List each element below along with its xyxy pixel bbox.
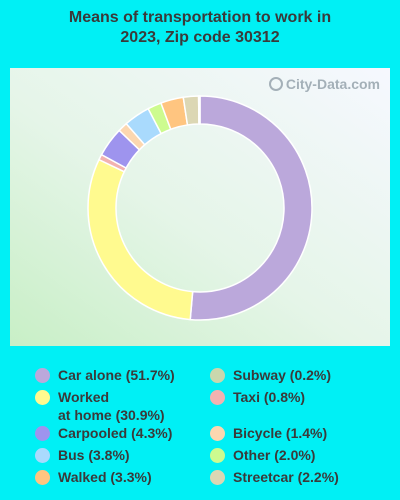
- legend-label: Bus (3.8%): [58, 447, 130, 463]
- legend-label: Car alone (51.7%): [58, 367, 175, 383]
- legend-item: Other (2.0%): [210, 446, 315, 464]
- legend-item: Worked at home (30.9%): [35, 388, 165, 424]
- watermark-text: City-Data.com: [285, 76, 380, 92]
- legend-item: Subway (0.2%): [210, 366, 331, 384]
- legend-item: Bicycle (1.4%): [210, 424, 327, 442]
- legend-swatch: [35, 368, 50, 383]
- legend-item: Walked (3.3%): [35, 468, 152, 486]
- legend-item: Bus (3.8%): [35, 446, 130, 464]
- legend-swatch: [210, 426, 225, 441]
- legend-swatch: [35, 390, 50, 405]
- legend-item: Carpooled (4.3%): [35, 424, 172, 442]
- legend-item: Taxi (0.8%): [210, 388, 305, 406]
- legend-swatch: [210, 448, 225, 463]
- legend-label: Carpooled (4.3%): [58, 425, 173, 441]
- globe-icon: [268, 77, 283, 91]
- legend-label: Other (2.0%): [233, 447, 316, 463]
- legend-label: Taxi (0.8%): [233, 389, 306, 405]
- legend-item: Car alone (51.7%): [35, 366, 175, 384]
- donut-slice-car-alone: [189, 95, 313, 321]
- chart-title: Means of transportation to work in 2023,…: [0, 8, 400, 48]
- legend-swatch: [35, 426, 50, 441]
- legend-swatch: [35, 448, 50, 463]
- chart-title-line-2: 2023, Zip code 30312: [120, 29, 280, 46]
- watermark: City-Data.com: [268, 76, 380, 92]
- legend-swatch: [210, 470, 225, 485]
- legend-label: Bicycle (1.4%): [233, 425, 328, 441]
- legend-label: Walked (3.3%): [58, 469, 152, 485]
- donut-slice-subway: [197, 95, 201, 125]
- donut-slice-worked-at-home: [87, 158, 194, 321]
- chart-title-line-1: Means of transportation to work in: [68, 9, 332, 26]
- legend-label: Worked at home (30.9%): [58, 389, 165, 423]
- legend: Car alone (51.7%) Worked at home (30.9%) C…: [0, 366, 400, 496]
- legend-label: Subway (0.2%): [233, 367, 332, 383]
- legend-swatch: [210, 368, 225, 383]
- legend-item: Streetcar (2.2%): [210, 468, 339, 486]
- legend-swatch: [35, 470, 50, 485]
- legend-swatch: [210, 390, 225, 405]
- legend-label: Streetcar (2.2%): [233, 469, 339, 485]
